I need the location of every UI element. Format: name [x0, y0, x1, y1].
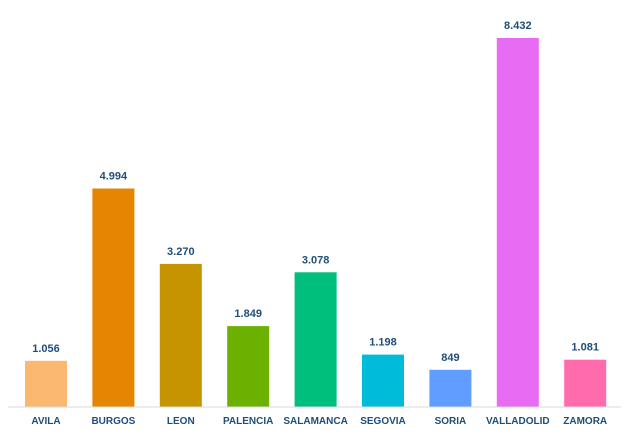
bar-avila	[25, 360, 67, 407]
category-label-avila: AVILA	[31, 416, 60, 427]
value-label-zamora: 1.081	[571, 342, 599, 354]
value-label-valladolid: 8.432	[504, 20, 532, 32]
value-label-salamanca: 3.078	[302, 254, 330, 266]
bar-burgos	[92, 188, 135, 407]
category-labels-group: AVILA BURGOS LEON PALENCIA SALAMANCA SEGOVIA S…	[31, 416, 607, 427]
bar-zamora	[564, 359, 607, 407]
category-label-soria: SORIA	[435, 416, 467, 427]
category-label-zamora: ZAMORA	[563, 416, 607, 427]
value-label-burgos: 4.994	[100, 171, 128, 183]
category-label-leon: LEON	[167, 416, 195, 427]
bar-valladolid	[496, 38, 539, 407]
bar-leon	[159, 263, 202, 407]
category-label-burgos: BURGOS	[91, 416, 135, 427]
value-label-soria: 849	[441, 352, 459, 364]
value-label-avila: 1.056	[32, 343, 60, 355]
category-label-valladolid: VALLADOLID	[486, 416, 550, 427]
bar-soria	[429, 369, 472, 407]
value-label-leon: 3.270	[167, 246, 195, 258]
category-label-segovia: SEGOVIA	[360, 416, 406, 427]
bars-group	[25, 38, 607, 407]
bar-palencia	[227, 326, 270, 407]
value-labels-group: 1.056 4.994 3.270 1.849 3.078 1.198 849 8.432 1.…	[32, 20, 599, 364]
category-label-palencia: PALENCIA	[223, 416, 273, 427]
value-label-segovia: 1.198	[369, 337, 397, 349]
category-label-salamanca: SALAMANCA	[283, 416, 347, 427]
bar-segovia	[362, 354, 404, 407]
value-label-palencia: 1.849	[234, 308, 262, 320]
bar-salamanca	[294, 272, 337, 407]
